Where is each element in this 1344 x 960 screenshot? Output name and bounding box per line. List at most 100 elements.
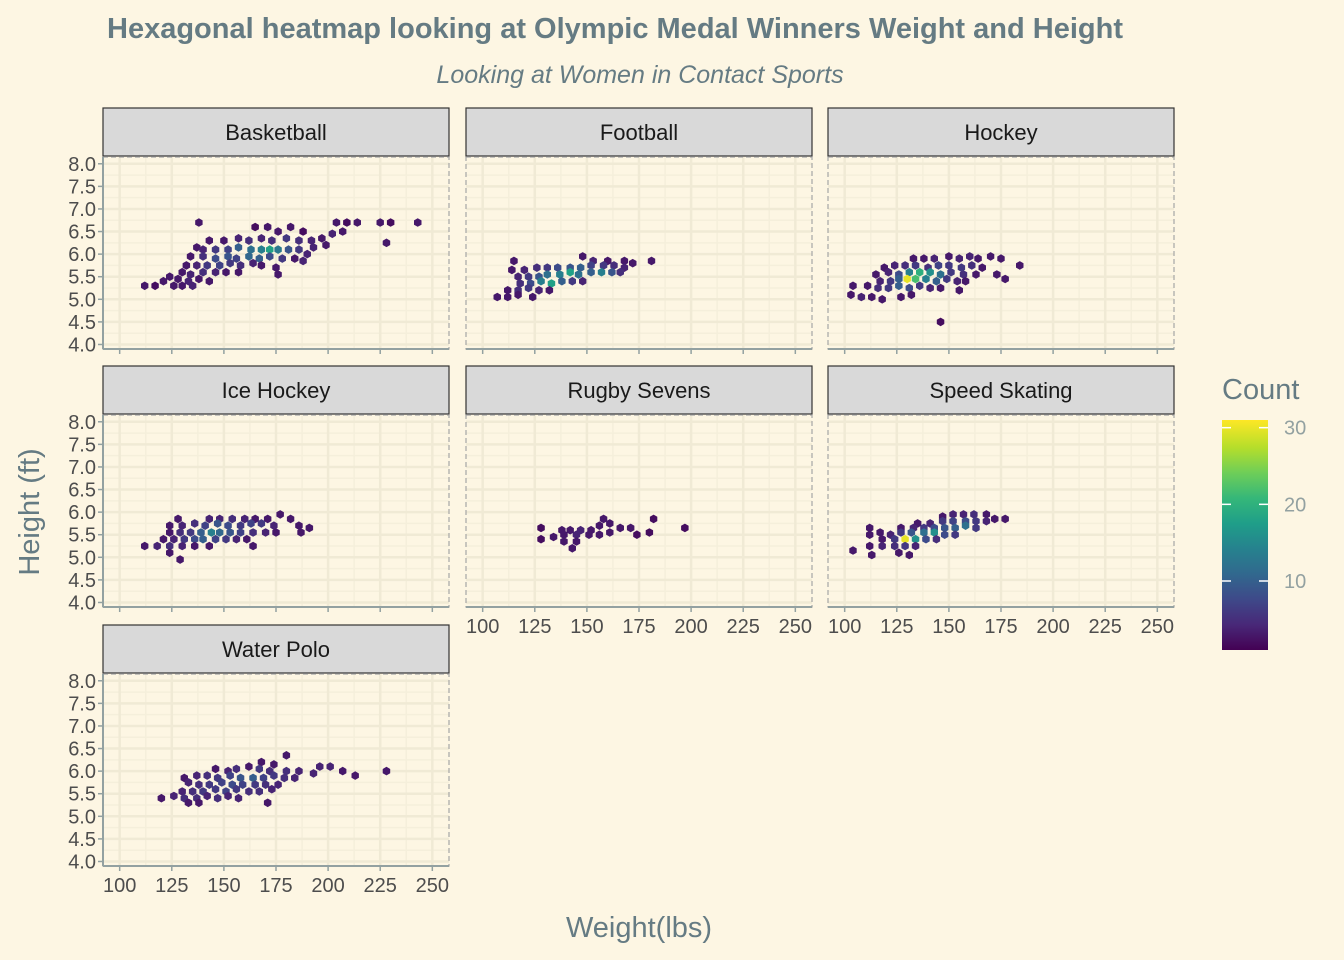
hex-cell bbox=[616, 267, 624, 277]
hex-cell bbox=[151, 281, 159, 291]
hex-cell bbox=[178, 521, 186, 530]
hex-cell bbox=[220, 236, 228, 245]
hex-cell bbox=[295, 245, 303, 254]
panel-basketball: Basketball 4.04.55.05.56.06.57.07.58.0 bbox=[68, 107, 450, 356]
hex-cell bbox=[195, 780, 203, 789]
y-tick-label: 6.0 bbox=[68, 502, 96, 524]
hex-cell bbox=[537, 276, 545, 286]
hex-cell bbox=[255, 764, 263, 774]
hex-cell bbox=[291, 773, 299, 783]
hex-cell bbox=[606, 519, 614, 528]
legend-colorbar bbox=[1222, 420, 1268, 650]
x-tick-label: 175 bbox=[984, 616, 1017, 638]
panel-border bbox=[827, 156, 1175, 350]
hex-cell bbox=[560, 530, 568, 539]
hex-cell bbox=[932, 276, 941, 286]
y-tick-label: 6.5 bbox=[68, 222, 96, 244]
hex-cell bbox=[868, 292, 876, 302]
hex-cell bbox=[216, 261, 224, 270]
hex-cell bbox=[868, 550, 876, 560]
hex-cell bbox=[585, 530, 593, 539]
hex-cell bbox=[543, 270, 551, 279]
hex-cell bbox=[961, 521, 970, 530]
hex-cell bbox=[849, 546, 857, 555]
hex-cell bbox=[228, 514, 236, 524]
hex-cell bbox=[576, 263, 585, 272]
hex-cell bbox=[270, 760, 278, 769]
hex-cell bbox=[566, 267, 574, 277]
hex-cell bbox=[232, 764, 241, 774]
panel-border bbox=[465, 414, 813, 608]
hex-cell bbox=[597, 267, 606, 277]
hex-cell bbox=[554, 263, 562, 272]
hex-cell bbox=[543, 263, 551, 272]
hex-cell bbox=[620, 256, 629, 266]
hex-cell bbox=[226, 771, 234, 780]
hex-cell bbox=[524, 283, 533, 293]
hex-cell bbox=[278, 254, 286, 263]
hex-cell bbox=[263, 222, 272, 232]
hex-cell bbox=[645, 528, 654, 537]
panel-water-polo: Water Polo 4.04.55.05.56.06.57.07.58.0 100… bbox=[68, 624, 450, 897]
hex-cell bbox=[587, 261, 595, 270]
color-legend: Count 10 20 30 bbox=[1222, 374, 1306, 650]
hex-cell bbox=[909, 254, 918, 263]
hex-cell bbox=[524, 272, 533, 281]
hex-cell bbox=[141, 541, 149, 551]
hex-cell bbox=[249, 541, 257, 551]
facet-strip-label: Water Polo bbox=[222, 637, 330, 662]
hex-cell bbox=[263, 514, 272, 524]
hex-cell bbox=[941, 523, 949, 533]
hex-cell bbox=[537, 523, 545, 533]
hex-cell bbox=[257, 519, 266, 528]
hex-cell bbox=[545, 286, 554, 295]
hex-cell bbox=[199, 267, 207, 277]
hex-cell bbox=[886, 276, 895, 286]
y-tick-label: 5.0 bbox=[68, 289, 96, 311]
y-tick-label: 8.0 bbox=[68, 671, 96, 693]
hex-cell bbox=[191, 534, 199, 544]
hex-cell bbox=[174, 514, 182, 524]
hex-cell bbox=[547, 279, 556, 288]
hex-cell bbox=[205, 780, 213, 789]
hex-cell bbox=[266, 252, 274, 261]
y-tick-label: 8.0 bbox=[68, 412, 96, 434]
y-tick-label: 6.5 bbox=[68, 480, 96, 502]
hex-cell bbox=[236, 773, 245, 783]
hex-cell bbox=[982, 510, 991, 519]
hex-cell bbox=[318, 234, 326, 243]
hex-cell bbox=[549, 532, 558, 542]
hex-cell bbox=[566, 525, 574, 535]
hex-cell bbox=[951, 523, 959, 533]
y-tick-label: 7.5 bbox=[68, 693, 96, 715]
hex-cell bbox=[241, 514, 249, 524]
hex-cell bbox=[176, 555, 184, 564]
hex-cell bbox=[251, 222, 259, 232]
y-tick-label: 7.0 bbox=[68, 199, 96, 221]
hex-cell bbox=[876, 276, 884, 286]
x-tick-label: 175 bbox=[622, 616, 655, 638]
hex-cell bbox=[257, 261, 266, 270]
hex-cell bbox=[157, 793, 166, 803]
hex-cell bbox=[504, 292, 512, 302]
hex-cell bbox=[957, 263, 966, 272]
facet-strip-label: Football bbox=[600, 120, 678, 145]
hex-cell bbox=[195, 274, 203, 284]
hex-cell bbox=[626, 523, 635, 533]
hex-cell bbox=[245, 236, 253, 245]
hex-cell bbox=[574, 270, 583, 279]
hex-cell bbox=[949, 510, 957, 519]
hex-cell bbox=[587, 267, 595, 277]
hex-cell bbox=[234, 793, 243, 803]
hex-cell bbox=[203, 791, 211, 801]
hex-cell bbox=[251, 780, 259, 789]
hex-cell bbox=[874, 283, 882, 293]
hex-cell bbox=[303, 249, 311, 259]
hex-cell bbox=[922, 274, 930, 284]
hex-cell bbox=[878, 295, 886, 304]
hex-cell bbox=[955, 254, 963, 263]
hex-cell bbox=[351, 771, 359, 780]
y-tick-label: 7.0 bbox=[68, 457, 96, 479]
hex-cell bbox=[970, 510, 978, 519]
